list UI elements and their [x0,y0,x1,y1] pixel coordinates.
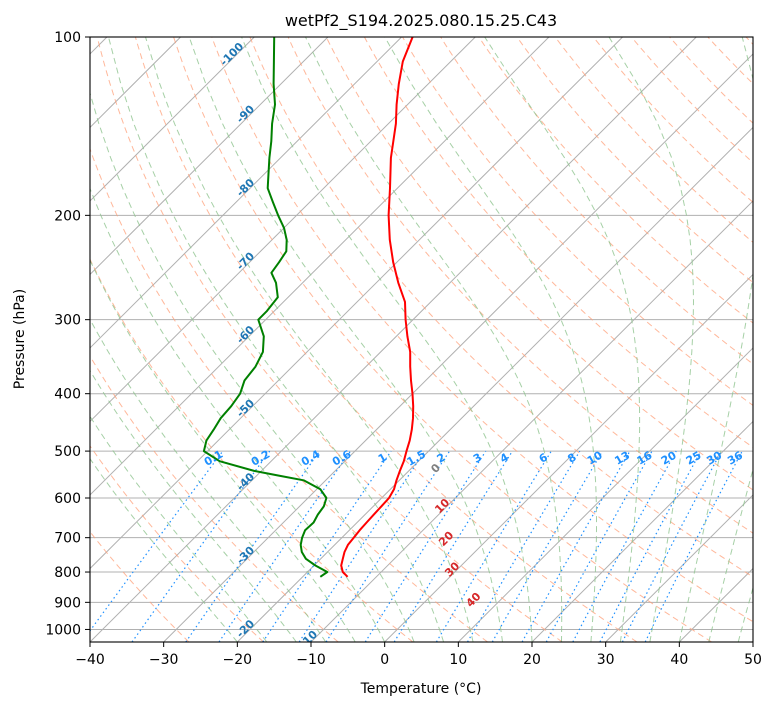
plot-frame [89,36,754,643]
x-tick-label: 30 [597,652,615,668]
x-tick-label: 0 [380,652,389,668]
dry-adiabat-line [134,37,638,642]
x-tick-label: 50 [744,652,762,668]
isotherm-line [90,37,402,349]
plot-area [90,37,753,642]
moist-adiabat-line [737,585,753,642]
isotherm-line [163,53,753,642]
isotherm-line [236,126,753,642]
isotherm-line [90,37,476,423]
y-tick-label: 800 [54,565,81,581]
dry-adiabat-line [631,37,753,164]
moist-adiabat-line [384,37,597,642]
mixing-ratio-line [298,450,426,642]
x-tick-label: −20 [223,652,253,668]
dry-adiabat-line [402,37,753,407]
y-tick-label: 1000 [45,622,81,638]
y-tick-label: 100 [54,30,81,46]
mixing-ratio-line [393,450,513,642]
dry-adiabat-line [287,37,753,534]
x-tick-label: 20 [523,652,541,668]
isotherm-line [90,37,329,276]
x-tick-label: −40 [75,652,105,668]
dry-adiabat-line [516,37,753,284]
y-tick-label: 300 [54,313,81,329]
y-tick-label: 600 [54,491,81,507]
mixing-ratio-line [599,450,702,642]
moist-adiabat-line [305,37,563,642]
mixing-ratio-line [364,450,487,642]
y-tick-label: 400 [54,387,81,403]
mixing-ratio-line [435,450,552,642]
dry-adiabat-line [96,37,563,642]
moist-adiabat-line [90,318,327,642]
dry-adiabat-line [478,37,753,324]
isotherm-line [90,37,623,570]
y-tick-label: 700 [54,531,81,547]
x-tick-label: 10 [449,652,467,668]
mixing-ratio-line [185,450,321,642]
y-tick-label: 500 [54,444,81,460]
mixing-ratio-line [572,450,677,642]
dewpoint-profile-line [202,37,329,578]
x-tick-label: 40 [670,652,688,668]
isotherm-line [531,420,753,642]
dry-adiabat-line [249,37,753,578]
dry-adiabat-line [325,37,753,491]
moist-adiabat-line [145,37,474,642]
moist-adiabat-line [90,457,238,642]
isotherm-line [384,273,753,642]
moist-adiabat-line [90,415,268,642]
isotherm-line [90,37,697,642]
moist-adiabat-line [188,37,503,642]
dry-adiabat-line [211,37,753,623]
x-tick-label: −10 [296,652,326,668]
moist-adiabat-line [608,37,695,642]
isotherm-line [90,37,550,496]
dry-adiabat-line [592,37,753,204]
moist-adiabat-line [484,37,641,642]
isotherm-line [605,494,753,642]
mixing-ratio-line [325,450,451,642]
moist-adiabat-line [90,369,297,642]
moist-adiabat-line [90,187,386,642]
dry-adiabat-line [363,37,753,448]
y-axis-label: Pressure (hPa) [12,289,28,389]
dry-adiabat-line [90,258,414,642]
mixing-ratio-line [262,450,392,642]
x-tick-label: −30 [149,652,179,668]
moist-adiabat-line [90,259,356,642]
mixing-ratio-line [218,450,351,642]
y-tick-label: 900 [54,595,81,611]
moist-adiabat-line [108,37,445,642]
mixing-ratio-line [491,450,604,642]
moist-adiabat-line [678,37,753,642]
y-tick-label: 200 [54,208,81,224]
chart-title: wetPf2_S194.2025.080.15.25.C43 [285,11,557,31]
dry-adiabat-line [173,37,712,642]
moist-adiabat-line [90,91,415,642]
isotherm-line [90,37,255,202]
mixing-ratio-line [466,450,581,642]
temperature-profile-line [340,37,415,578]
dry-adiabat-line [90,445,264,642]
moist-adiabat-line [708,467,753,642]
moist-adiabat-line [241,37,533,642]
x-axis-label: Temperature (°C) [360,681,482,697]
